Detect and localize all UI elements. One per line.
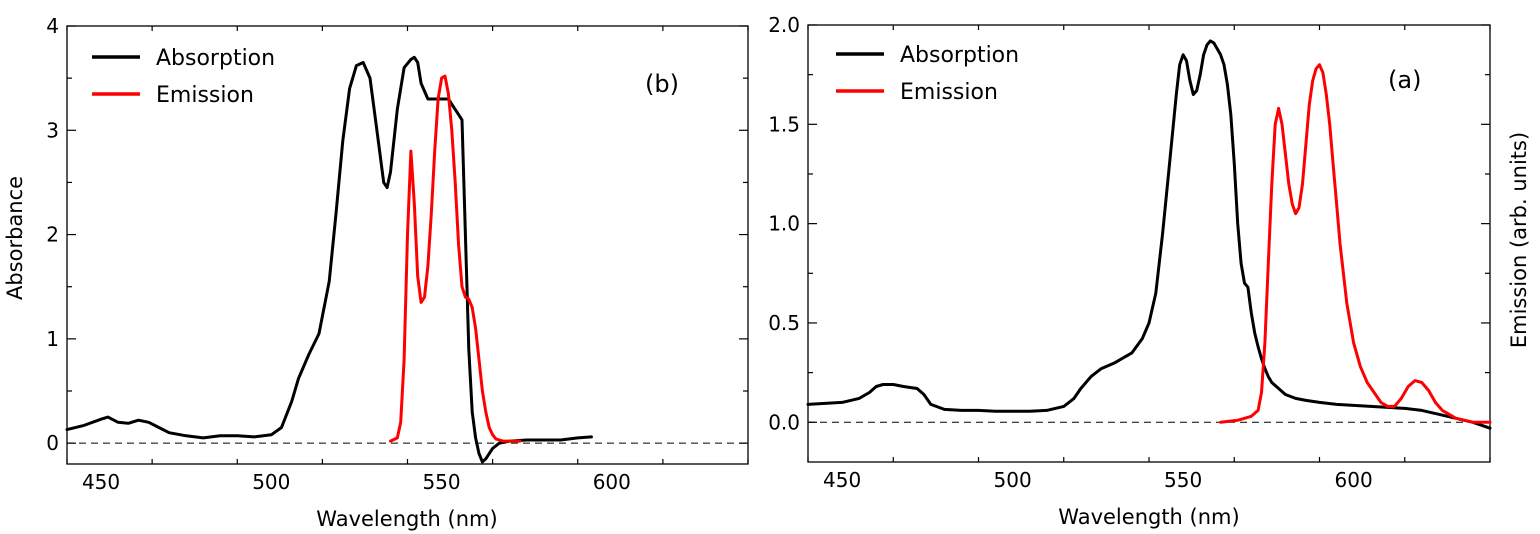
- y-tick-label: 2: [46, 223, 59, 247]
- x-tick-label: 450: [82, 470, 120, 494]
- panel-b-chart: 450 500 550 600 0 1 2 3 4 Absorption Emission (b…: [3, 14, 749, 531]
- panel-a-ticks: 450 500 550 600 0.0 0.5 1.0 1.5 2.0: [768, 13, 1491, 492]
- panel-b-y-axis-title: Absorbance: [3, 176, 27, 300]
- legend-label-emission: Emission: [900, 80, 998, 105]
- panel-b-x-axis-title: Wavelength (nm): [316, 507, 497, 531]
- x-tick-label: 550: [422, 470, 460, 494]
- y-tick-label: 3: [46, 118, 59, 142]
- panel-b-series: [65, 55, 593, 464]
- legend-label-emission: Emission: [156, 83, 254, 108]
- panel-a-legend: Absorption Emission: [836, 43, 1019, 105]
- x-tick-label: 550: [1164, 468, 1202, 492]
- x-tick-label: 500: [252, 470, 290, 494]
- panel-label-b: (b): [645, 70, 679, 98]
- series-line-emission: [1219, 63, 1492, 424]
- y-tick-label: 1.0: [768, 212, 800, 236]
- x-tick-label: 500: [994, 468, 1032, 492]
- panel-a-chart: 450 500 550 600 0.0 0.5 1.0 1.5 2.0 Absorption E…: [768, 13, 1531, 529]
- x-tick-label: 450: [823, 468, 861, 492]
- panel-b-legend: Absorption Emission: [92, 46, 275, 108]
- panel-b-ticks: 450 500 550 600 0 1 2 3 4: [46, 14, 749, 494]
- y-tick-label: 0.5: [768, 311, 800, 335]
- series-line-absorption: [806, 39, 1492, 430]
- x-tick-label: 600: [593, 470, 631, 494]
- y-tick-label: 4: [46, 14, 59, 38]
- y-tick-label: 0: [46, 431, 59, 455]
- legend-label-absorption: Absorption: [900, 43, 1019, 68]
- panel-a-x-axis-title: Wavelength (nm): [1058, 505, 1239, 529]
- y-tick-label: 0.0: [768, 410, 800, 434]
- y-tick-label: 1.5: [768, 112, 800, 136]
- series-line-absorption: [65, 55, 593, 464]
- x-tick-label: 600: [1335, 468, 1373, 492]
- panel-a-y-axis-title-right: Emission (arb. units): [1507, 132, 1531, 348]
- y-tick-label: 2.0: [768, 13, 800, 37]
- series-line-emission: [389, 74, 522, 443]
- y-tick-label: 1: [46, 327, 59, 351]
- panel-a-series: [806, 39, 1492, 430]
- panel-label-a: (a): [1388, 66, 1421, 94]
- legend-label-absorption: Absorption: [156, 46, 275, 71]
